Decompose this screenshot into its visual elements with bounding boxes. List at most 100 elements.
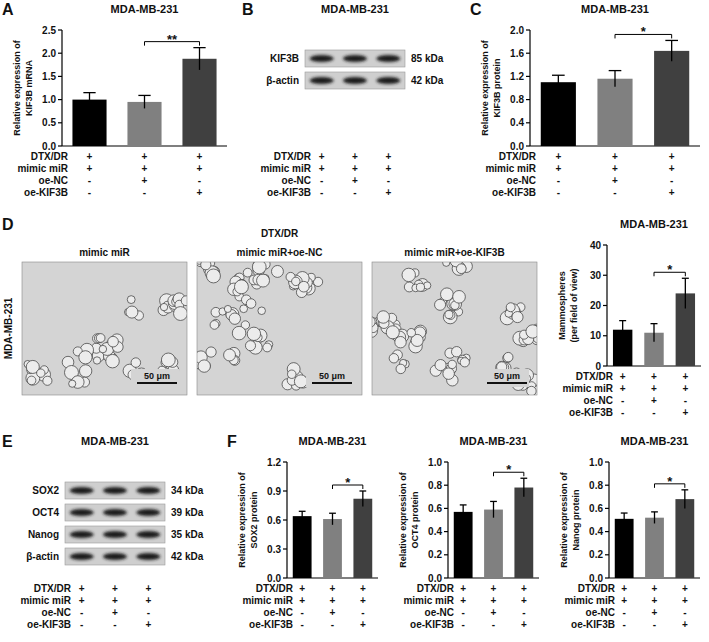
bar [484,510,503,578]
y-tick-label: 1.0 [589,457,603,468]
condition-mark: + [682,583,688,594]
y-tick-label: 0.4 [428,526,442,537]
condition-mark: + [112,595,118,606]
condition-label: DTX/DR [31,151,69,162]
condition-mark: - [622,607,625,618]
blot-strip [65,504,165,521]
blot-strip [65,482,165,499]
condition-label: oe-NC [425,607,454,618]
bar [454,512,473,578]
y-axis-title-line: KIF3B mRNA [24,60,34,117]
condition-label: oe-KIF3B [24,187,68,198]
condition-mark: - [683,607,686,618]
band-size: 42 kDa [411,75,444,86]
condition-mark: + [620,371,626,382]
image-frame [372,262,537,395]
y-tick-label: 2.0 [42,48,56,59]
bar [654,51,689,146]
y-tick-label: 0.2 [589,549,603,560]
image-frame [197,262,362,395]
y-tick-label: 1.2 [267,457,281,468]
band-label: OCT4 [32,507,59,518]
condition-label: mimic miR [260,163,311,174]
condition-mark: + [112,607,118,618]
condition-mark: + [385,163,391,174]
panel-letter: F [227,433,237,450]
condition-label: oe-KIF3B [569,407,613,418]
condition-label: mimic miR [17,163,68,174]
condition-mark: + [521,595,527,606]
image-label: mimic miR+oe-NC [237,247,323,258]
condition-mark: - [621,395,624,406]
error-bar [665,40,678,61]
y-tick-label: 0.4 [589,526,603,537]
error-bar [490,501,497,517]
y-axis-title-line: Relative expression of [237,471,247,568]
blot-title: MDA-MB-231 [81,435,149,447]
condition-mark: - [198,175,201,186]
condition-mark: - [143,187,146,198]
micrograph [372,262,537,395]
bar [127,102,161,146]
condition-mark: - [387,175,390,186]
y-tick-label: 20 [590,300,602,311]
error-bar [299,511,306,521]
condition-mark: + [651,395,657,406]
chart-title: MDA-MB-231 [111,3,179,15]
condition-mark: + [491,583,497,594]
condition-mark: - [361,607,364,618]
y-axis-title-line: SOX2 protein [249,491,259,548]
band-size: 34 kDa [171,485,204,496]
y-tick-label: 10 [590,330,602,341]
condition-mark: - [670,175,673,186]
y-tick-label: 0.5 [42,117,56,128]
plot-area [293,491,372,578]
y-axis-title-line: Nanog protein [571,490,581,551]
y-axis-title-line: Relative expression of [12,39,22,136]
bar [514,488,533,578]
y-tick-label: 2.5 [42,25,56,36]
condition-mark: + [620,383,626,394]
condition-mark: + [460,583,466,594]
y-tick-label: 0.8 [428,480,442,491]
condition-mark: + [652,595,658,606]
condition-label: DTX/DR [274,151,312,162]
y-axis-title-line: Mammospheres [557,271,567,340]
condition-mark: - [492,619,495,630]
condition-mark: + [197,163,203,174]
condition-mark: + [651,371,657,382]
y-axis [608,462,609,578]
condition-mark: + [621,595,627,606]
condition-mark: + [612,163,618,174]
condition-mark: + [385,187,391,198]
condition-label: mimic miR [485,163,536,174]
condition-label: oe-NC [42,607,71,618]
condition-label: oe-KIF3B [492,187,536,198]
error-bar [329,513,336,525]
condition-mark: + [669,151,675,162]
error-bar [552,75,565,89]
chart-title: MDA-MB-231 [620,218,688,230]
panel-letter: E [2,433,13,450]
condition-mark: - [461,619,464,630]
condition-mark: - [653,619,656,630]
y-axis-title-line: OCT4 protein [410,491,420,548]
condition-mark: - [461,607,464,618]
condition-mark: - [113,619,116,630]
y-axis-title: Relative expression ofOCT4 protein [398,471,420,568]
condition-mark: - [522,607,525,618]
condition-mark: + [612,175,618,186]
condition-mark: + [299,583,305,594]
chart-title: MDA-MB-231 [621,435,689,447]
condition-mark: + [87,151,93,162]
condition-mark: + [385,151,391,162]
panel-letter: B [242,1,254,18]
condition-mark: + [197,187,203,198]
image-label: mimic miR [79,247,130,258]
condition-mark: + [330,595,336,606]
y-tick-label: 0.6 [267,515,281,526]
error-bar [193,48,205,70]
error-bar [83,93,95,107]
condition-label: oe-NC [264,607,293,618]
y-tick-label: 0.8 [589,480,603,491]
